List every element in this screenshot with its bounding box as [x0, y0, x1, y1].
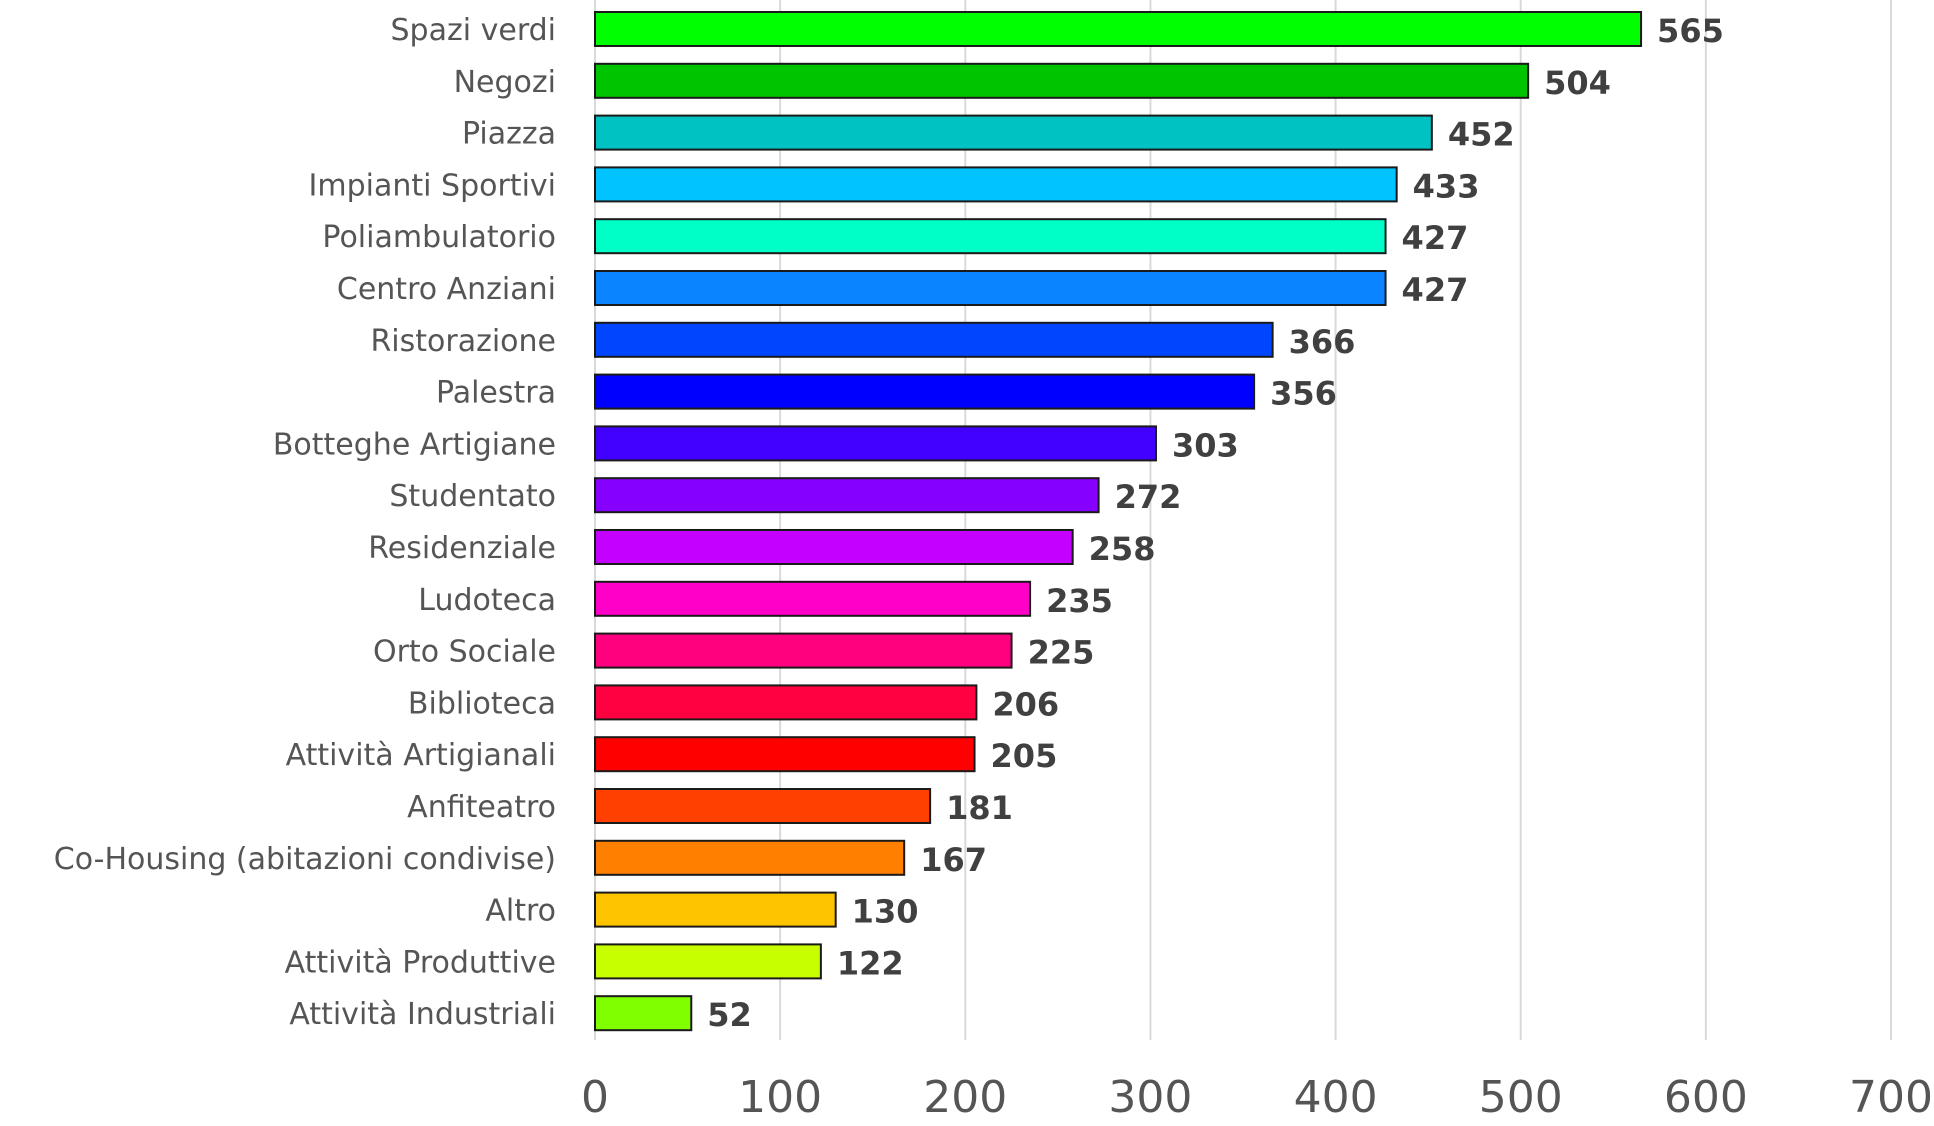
category-labels: Spazi verdi Negozi Piazza Impianti Sportivi… — [54, 13, 556, 1032]
bar — [594, 788, 932, 824]
data-label: 504 — [1544, 64, 1611, 102]
bar — [594, 736, 976, 773]
data-label: 427 — [1402, 271, 1469, 309]
category-label: Attività Artigianali — [286, 738, 556, 773]
bar — [594, 477, 1100, 514]
x-tick-label: 500 — [1479, 1072, 1563, 1123]
x-tick-label: 400 — [1294, 1072, 1378, 1123]
bar — [594, 373, 1256, 410]
category-label: Ludoteca — [418, 583, 556, 618]
data-label: 225 — [1028, 634, 1095, 672]
bar — [594, 580, 1032, 617]
x-tick-label: 100 — [738, 1072, 822, 1123]
category-label: Attività Produttive — [285, 945, 556, 980]
category-label: Negozi — [454, 65, 556, 100]
category-label: Centro Anziani — [337, 272, 556, 307]
value-labels: 565 504 452 433 427 427 366 356 303 272 258 235 225 2… — [707, 12, 1724, 1034]
bar — [594, 218, 1387, 255]
category-label: Orto Sociale — [373, 635, 556, 670]
data-label: 235 — [1046, 582, 1113, 620]
data-label: 366 — [1289, 323, 1356, 361]
bar — [594, 11, 1643, 47]
data-label: 452 — [1448, 116, 1515, 154]
category-label: Attività Industriali — [289, 997, 556, 1032]
x-tick-label: 700 — [1849, 1072, 1933, 1123]
data-label: 565 — [1657, 12, 1724, 50]
bar — [594, 270, 1387, 306]
bar — [594, 425, 1157, 462]
bar — [594, 114, 1433, 151]
bar — [594, 529, 1074, 565]
data-label: 272 — [1115, 478, 1182, 516]
x-tick-label: 600 — [1664, 1072, 1748, 1123]
data-label: 122 — [837, 944, 904, 982]
bar — [594, 684, 978, 721]
x-tick-label: 300 — [1108, 1072, 1192, 1123]
category-label: Co-Housing (abitazioni condivise) — [54, 842, 556, 877]
data-label: 303 — [1172, 426, 1239, 464]
data-label: 206 — [992, 685, 1059, 723]
data-label: 181 — [946, 789, 1013, 827]
category-label: Residenziale — [368, 531, 556, 566]
data-label: 356 — [1270, 375, 1337, 413]
category-label: Palestra — [436, 376, 556, 411]
category-label: Impianti Sportivi — [309, 168, 556, 203]
bar — [594, 891, 837, 928]
bar — [594, 62, 1530, 99]
grid-lines — [594, 0, 1892, 1040]
data-label: 433 — [1413, 167, 1480, 205]
bar — [594, 166, 1398, 203]
category-label: Poliambulatorio — [322, 220, 556, 255]
category-label: Botteghe Artigiane — [273, 427, 556, 462]
bar — [594, 839, 906, 876]
bars — [594, 11, 1643, 1032]
bar — [594, 995, 693, 1032]
bar — [594, 943, 822, 980]
data-label: 205 — [991, 737, 1058, 775]
bar — [594, 632, 1013, 669]
category-label: Spazi verdi — [391, 13, 556, 48]
data-label: 258 — [1089, 530, 1156, 568]
category-label: Biblioteca — [408, 686, 556, 721]
data-label: 427 — [1402, 219, 1469, 257]
data-label: 52 — [707, 996, 752, 1034]
bar — [594, 321, 1274, 358]
data-label: 130 — [852, 893, 919, 931]
category-label: Altro — [485, 894, 556, 929]
category-label: Piazza — [462, 117, 556, 152]
category-label: Studentato — [389, 479, 556, 514]
category-label: Ristorazione — [370, 324, 556, 359]
x-axis-tick-labels: 0 100 200 300 400 500 600 700 — [581, 1072, 1933, 1123]
x-tick-label: 200 — [923, 1072, 1007, 1123]
category-label: Anfiteatro — [407, 790, 556, 825]
data-label: 167 — [920, 841, 987, 879]
x-tick-label: 0 — [581, 1072, 609, 1123]
